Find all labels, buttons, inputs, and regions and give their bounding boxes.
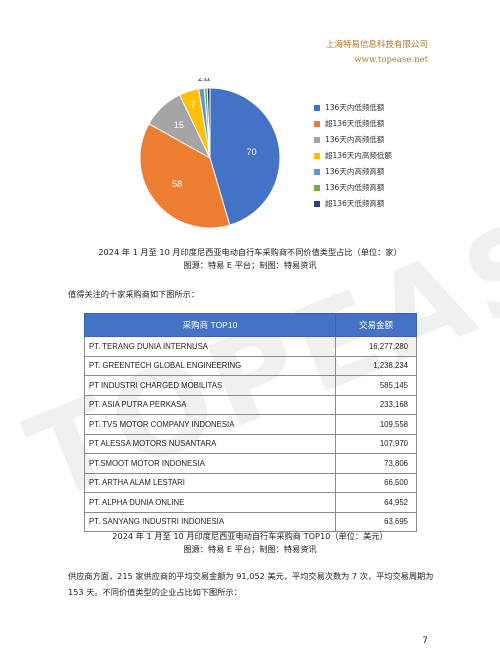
table-row: PT INDUSTRI CHARGED MOBILITAS 585,145	[84, 375, 417, 396]
buyer-name-cell: PT ALESSA MOTORS NUSANTARA	[84, 433, 336, 454]
slice-label: 15	[174, 120, 184, 130]
buyer-name-cell: PT. ASIA PUTRA PERKASA	[84, 394, 336, 415]
legend-swatch	[314, 153, 320, 159]
legend-label: 超136天低频低额	[325, 119, 385, 128]
slice-label: 1	[203, 78, 208, 83]
table-header-row: 采购商 TOP10 交易金额	[84, 313, 417, 337]
slice-label: 2	[198, 78, 203, 83]
supplier-paragraph: 供应商方面，215 家供应商的平均交易金额为 91,052 美元，平均交易次数为…	[68, 571, 434, 597]
page-number: 7	[422, 636, 428, 646]
table-row: PT. ARTHA ALAM LESTARI 66,500	[84, 472, 417, 493]
table-row: PT. ALPHA DUNIA ONLINE 64,952	[84, 492, 417, 513]
buyer-name-cell: PT. SANYANG INDUSTRI INDONESIA	[84, 511, 336, 532]
buyer-name-cell: PT. TVS MOTOR COMPANY INDONESIA	[84, 414, 336, 435]
table-row: PT ALESSA MOTORS NUSANTARA 107,970	[84, 433, 417, 454]
legend-item: 超136天低频高额	[314, 196, 392, 212]
legend-label: 136天内低频低额	[325, 103, 385, 112]
pie-slice	[209, 87, 281, 226]
slice-label: 70	[247, 147, 257, 157]
legend-item: 136天内低频高额	[314, 180, 392, 196]
slice-label: 7	[191, 101, 196, 110]
table-row: PT.SMOOT MOTOR INDONESIA 73,806	[84, 453, 417, 474]
table-row: PT. TVS MOTOR COMPANY INDONESIA 109,558	[84, 414, 417, 435]
amount-cell: 63,695	[335, 511, 417, 532]
buyer-name-cell: PT. GREENTECH GLOBAL ENGINEERING	[84, 355, 336, 376]
buyer-name-cell: PT. ALPHA DUNIA ONLINE	[84, 492, 336, 513]
legend-item: 136天内高频低额	[314, 132, 392, 148]
legend-item: 136天内低频低额	[314, 100, 392, 116]
legend-label: 超136天内高频低额	[325, 151, 392, 160]
amount-cell: 107,970	[335, 433, 417, 454]
slice-label: 58	[172, 179, 182, 189]
amount-cell: 109,558	[335, 414, 417, 435]
table-title: 2024 年 1 月至 10 月印度尼西亚电动自行车采购商 TOP10（单位：美…	[112, 531, 388, 541]
pie-slice	[206, 87, 211, 159]
table-source: 图源：特易 E 平台；制图：特易资讯	[183, 544, 317, 554]
legend-item: 超136天低频低额	[314, 116, 392, 132]
table-row: PT. TERANG DUNIA INTERNUSA 16,277,280	[84, 336, 417, 357]
legend-label: 超136天低频高额	[325, 199, 385, 208]
chart-legend: 136天内低频低额 超136天低频低额 136天内高频低额 超136天内高频低额 136…	[314, 100, 392, 212]
table-row: PT. ASIA PUTRA PERKASA 233,168	[84, 394, 417, 415]
table-row: PT. GREENTECH GLOBAL ENGINEERING 1,238,23…	[84, 355, 417, 376]
amount-cell: 233,168	[335, 394, 417, 415]
amount-cell: 64,952	[335, 492, 417, 513]
legend-swatch	[314, 169, 320, 175]
legend-swatch	[314, 201, 320, 207]
legend-item: 超136天内高频低额	[314, 148, 392, 164]
amount-cell: 1,238,234	[335, 355, 417, 376]
amount-cell: 66,500	[335, 472, 417, 493]
legend-label: 136天内高频低额	[325, 135, 385, 144]
legend-item: 136天内高频高额	[314, 164, 392, 180]
header-amount: 交易金额	[335, 313, 417, 337]
buyer-name-cell: PT. ARTHA ALAM LESTARI	[84, 472, 336, 493]
company-name: 上海特易信息科技有限公司	[325, 40, 428, 50]
chart-source: 图源：特易 E 平台；制图：特易资讯	[183, 260, 317, 270]
table-caption: 2024 年 1 月至 10 月印度尼西亚电动自行车采购商 TOP10（单位：美…	[60, 530, 440, 556]
legend-swatch	[314, 121, 320, 127]
legend-swatch	[314, 185, 320, 191]
legend-swatch	[314, 105, 320, 111]
legend-label: 136天内高频高额	[325, 167, 385, 176]
amount-cell: 73,806	[335, 453, 417, 474]
slice-label: 1	[206, 78, 211, 83]
chart-caption: 2024 年 1 月至 10 月印度尼西亚电动自行车采购商不同价值类型占比（单位…	[60, 246, 440, 272]
company-url: www.topease.net	[354, 55, 428, 65]
intro-text: 值得关注的十家采购商如下图所示：	[68, 289, 200, 299]
buyer-name-cell: PT INDUSTRI CHARGED MOBILITAS	[84, 375, 336, 396]
header-buyer: 采购商 TOP10	[84, 313, 336, 337]
buyer-name-cell: PT.SMOOT MOTOR INDONESIA	[84, 453, 336, 474]
page-header: 上海特易信息科技有限公司 www.topease.net	[326, 38, 428, 68]
legend-swatch	[314, 137, 320, 143]
pie-slice	[139, 123, 231, 229]
amount-cell: 585,145	[335, 375, 417, 396]
amount-cell: 16,277,280	[335, 336, 417, 357]
table-row: PT. SANYANG INDUSTRI INDONESIA 63,695	[84, 511, 417, 532]
buyer-name-cell: PT. TERANG DUNIA INTERNUSA	[84, 336, 336, 357]
top10-table: 采购商 TOP10 交易金额 PT. TERANG DUNIA INTERNUS…	[84, 313, 417, 532]
chart-title: 2024 年 1 月至 10 月印度尼西亚电动自行车采购商不同价值类型占比（单位…	[98, 247, 402, 257]
legend-label: 136天内低频高额	[325, 183, 385, 192]
